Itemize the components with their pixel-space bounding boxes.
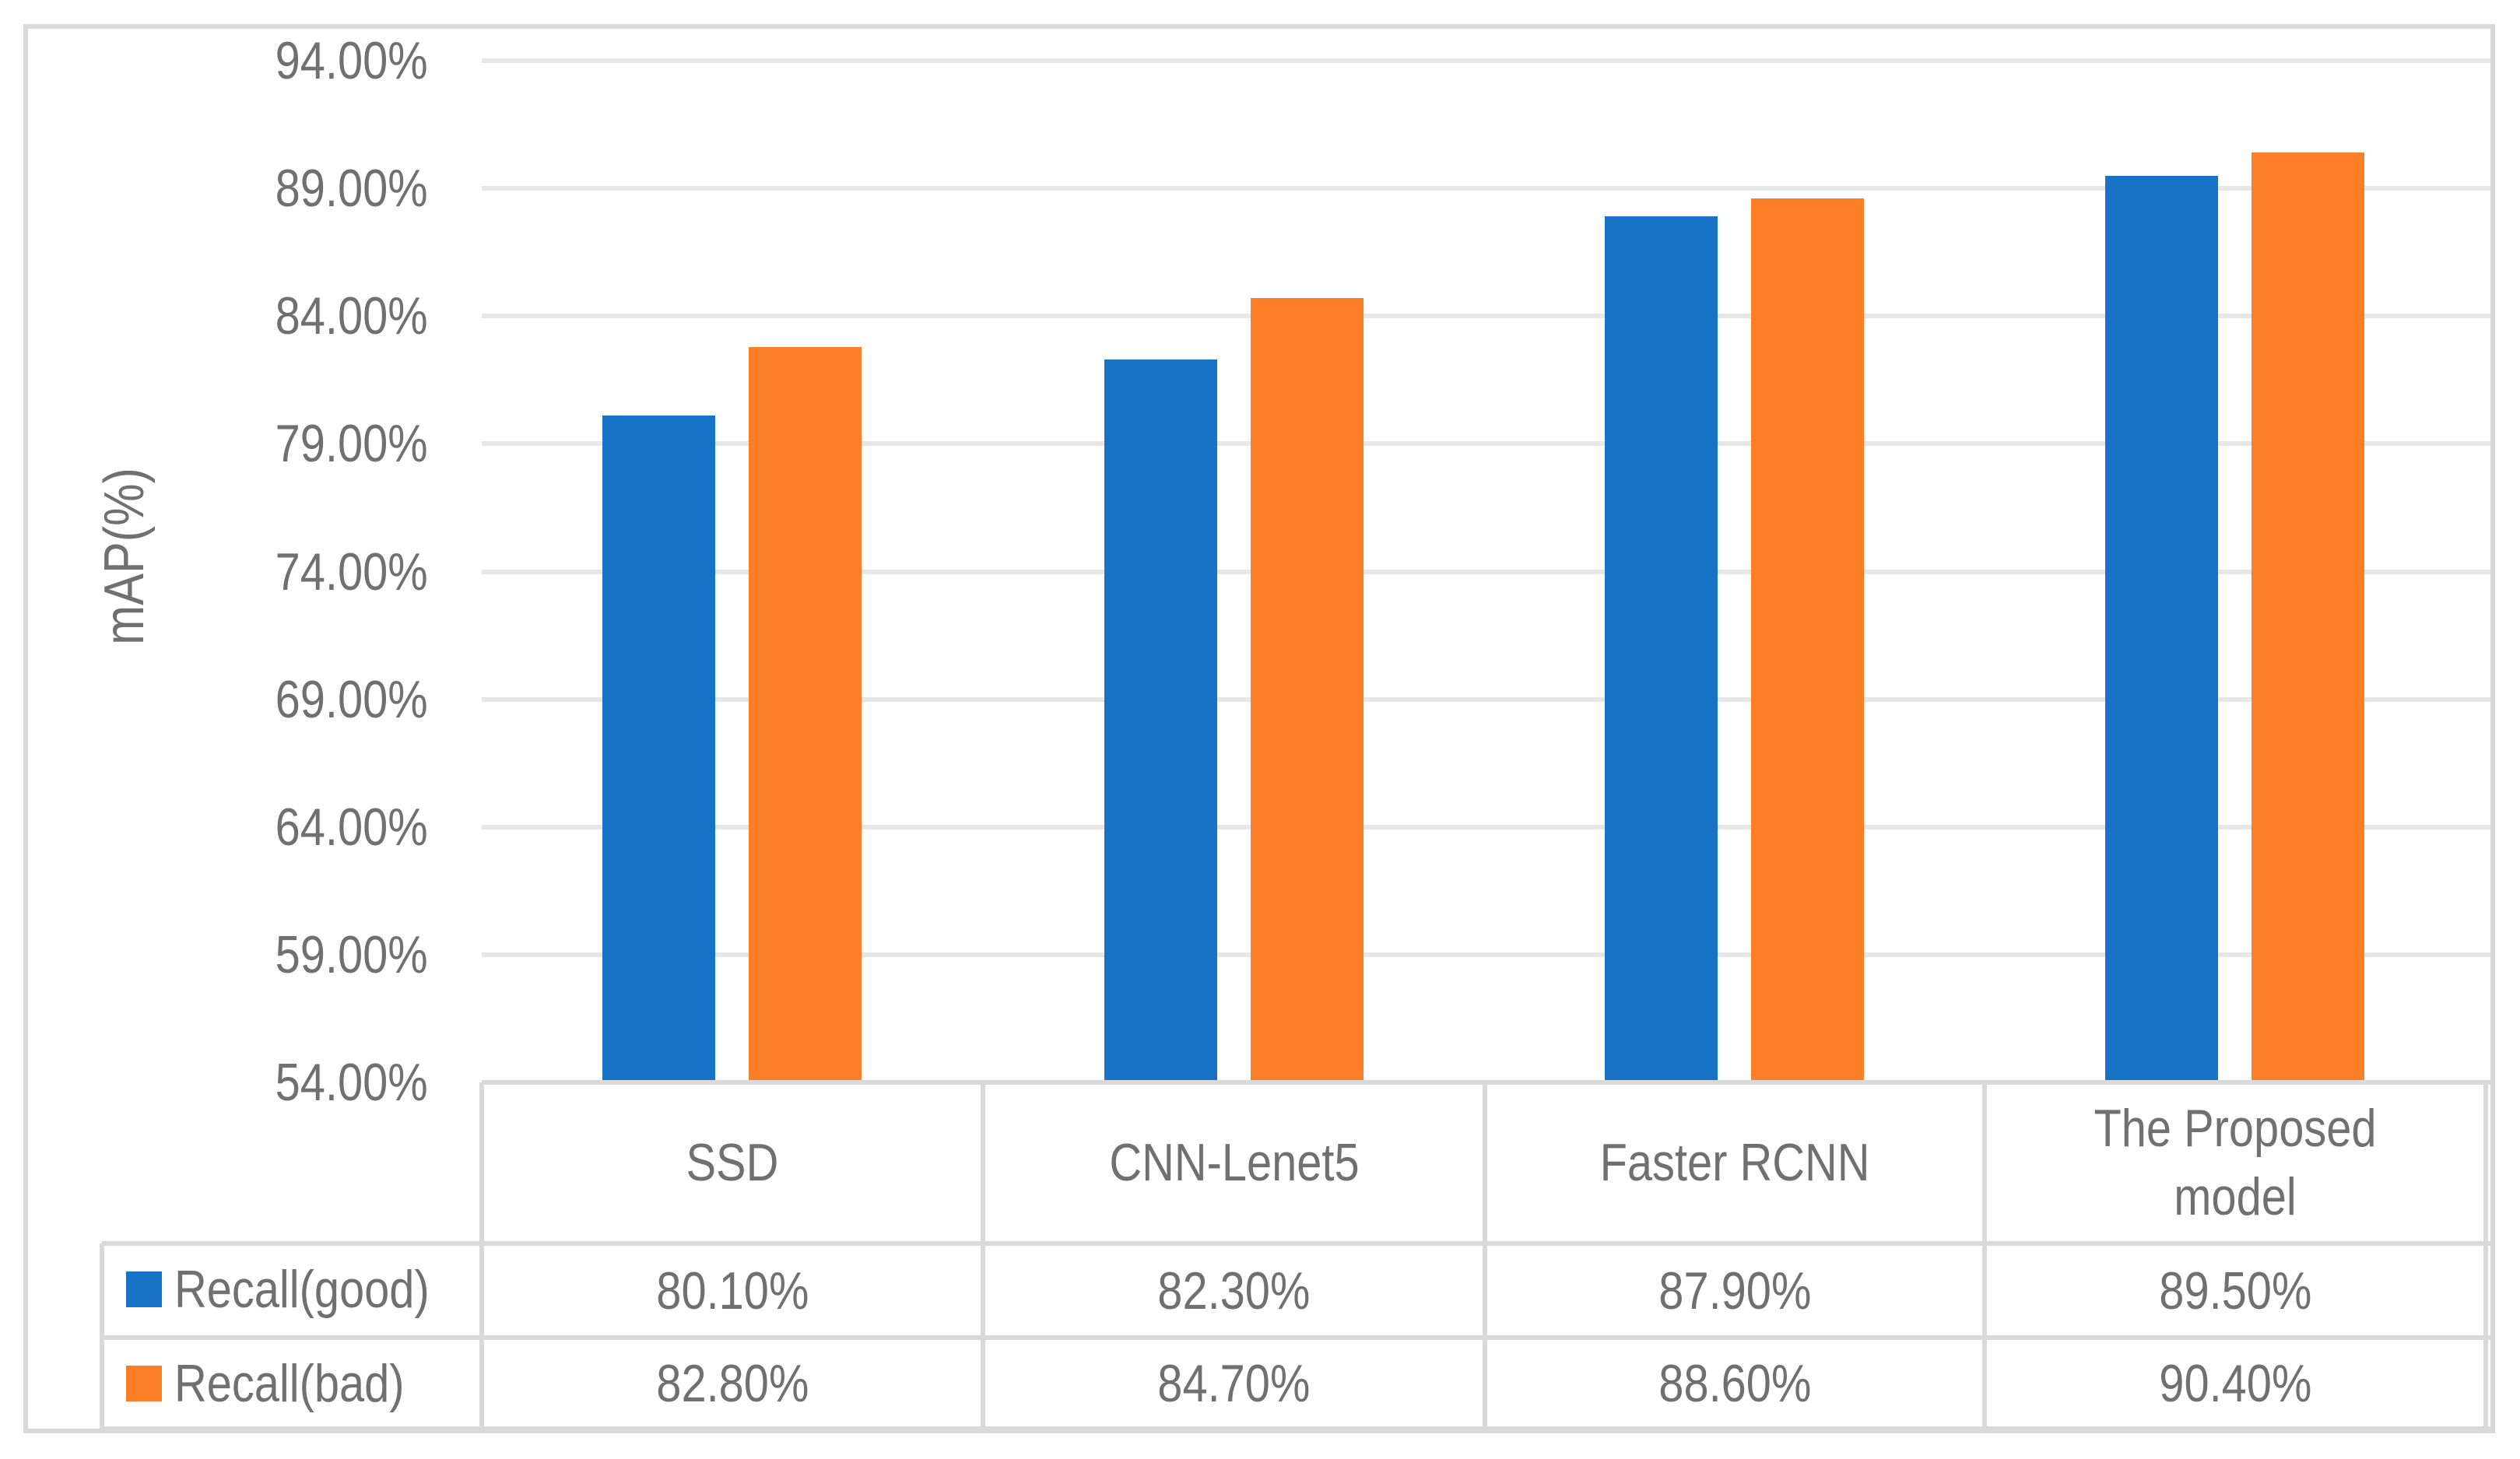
table-hline-3 (102, 1426, 2490, 1431)
y-tick-label-79: 79.00% (156, 409, 428, 479)
value-text: 90.40% (2158, 1353, 2312, 1413)
y-tick-text: 94.00% (275, 31, 428, 90)
y-tick-label-54: 54.00% (156, 1047, 428, 1117)
legend-row-recall-good: Recall(good) (104, 1246, 479, 1333)
value-text: 88.60% (1658, 1353, 1812, 1413)
bar-Recall-good--Faster-RCNN (1605, 216, 1718, 1082)
category-header-text: Faster RCNN (1599, 1132, 1870, 1192)
legend-swatch-recall-bad (126, 1365, 162, 1401)
value-Recall-bad--CNN-Lenet5: 84.70% (985, 1340, 1483, 1426)
table-vline-2 (1483, 1082, 1487, 1429)
y-tick-label-84: 84.00% (156, 281, 428, 351)
value-Recall-good--SSD: 80.10% (484, 1246, 981, 1335)
y-tick-label-64: 64.00% (156, 792, 428, 862)
y-tick-label-59: 59.00% (156, 920, 428, 990)
chart-outer-border (23, 24, 2495, 1433)
y-tick-text: 89.00% (275, 159, 428, 218)
value-Recall-good--The-Proposed-model: 89.50% (1987, 1246, 2483, 1335)
bar-Recall-good--CNN-Lenet5 (1104, 359, 1217, 1082)
table-hline-1 (102, 1241, 2490, 1246)
value-text: 87.90% (1658, 1261, 1812, 1320)
value-Recall-good--Faster-RCNN: 87.90% (1487, 1246, 1982, 1335)
gridline-84 (482, 314, 2490, 318)
category-header-SSD: SSD (484, 1085, 981, 1241)
table-vline-legend (100, 1243, 104, 1429)
bar-Recall-bad--The-Proposed-model (2252, 153, 2364, 1082)
bar-Recall-bad--CNN-Lenet5 (1251, 298, 1364, 1082)
y-tick-label-69: 69.00% (156, 665, 428, 735)
value-text: 80.10% (655, 1261, 809, 1320)
bar-Recall-bad--Faster-RCNN (1751, 198, 1864, 1082)
value-Recall-bad--The-Proposed-model: 90.40% (1987, 1340, 2483, 1426)
category-header-text: SSD (686, 1132, 779, 1192)
gridline-59 (482, 952, 2490, 957)
bar-Recall-bad--SSD (749, 347, 862, 1082)
gridline-74 (482, 570, 2490, 574)
legend-label-recall-bad: Recall(bad) (174, 1353, 405, 1413)
y-tick-label-74: 74.00% (156, 537, 428, 607)
value-Recall-good--CNN-Lenet5: 82.30% (985, 1246, 1483, 1335)
value-text: 82.80% (655, 1353, 809, 1413)
y-tick-text: 84.00% (275, 286, 428, 345)
gridline-64 (482, 825, 2490, 829)
y-axis-title: mAP(%) (93, 468, 156, 645)
category-header-Faster-RCNN: Faster RCNN (1487, 1085, 1982, 1241)
table-vline-1 (981, 1082, 985, 1429)
value-text: 84.70% (1157, 1353, 1311, 1413)
y-tick-text: 74.00% (275, 542, 428, 601)
gridline-94 (482, 58, 2490, 63)
value-Recall-bad--Faster-RCNN: 88.60% (1487, 1340, 1982, 1426)
bar-Recall-good--SSD (602, 416, 715, 1082)
category-header-The-Proposed-model: The Proposed model (1987, 1085, 2483, 1241)
y-tick-text: 54.00% (275, 1053, 428, 1112)
category-header-text: The Proposed model (2094, 1099, 2377, 1226)
y-tick-text: 79.00% (275, 414, 428, 473)
legend-label-recall-good: Recall(good) (174, 1260, 430, 1319)
category-header-text: CNN-Lenet5 (1108, 1132, 1360, 1192)
bar-Recall-good--The-Proposed-model (2105, 176, 2218, 1082)
table-vline-0 (479, 1082, 484, 1429)
y-tick-text: 64.00% (275, 798, 428, 857)
value-Recall-bad--SSD: 82.80% (484, 1340, 981, 1426)
legend-swatch-recall-good (126, 1271, 162, 1307)
gridline-89 (482, 186, 2490, 191)
category-header-CNN-Lenet5: CNN-Lenet5 (985, 1085, 1483, 1241)
y-tick-label-89: 89.00% (156, 153, 428, 223)
y-tick-text: 59.00% (275, 925, 428, 984)
table-vline-3 (1982, 1082, 1987, 1429)
gridline-69 (482, 697, 2490, 702)
gridline-79 (482, 441, 2490, 446)
y-tick-label-94: 94.00% (156, 26, 428, 96)
table-vline-4 (2483, 1082, 2488, 1429)
value-text: 89.50% (2158, 1261, 2312, 1320)
table-hline-2 (102, 1335, 2490, 1340)
y-tick-text: 69.00% (275, 670, 428, 729)
legend-row-recall-bad: Recall(bad) (104, 1340, 479, 1426)
value-text: 82.30% (1157, 1261, 1311, 1320)
